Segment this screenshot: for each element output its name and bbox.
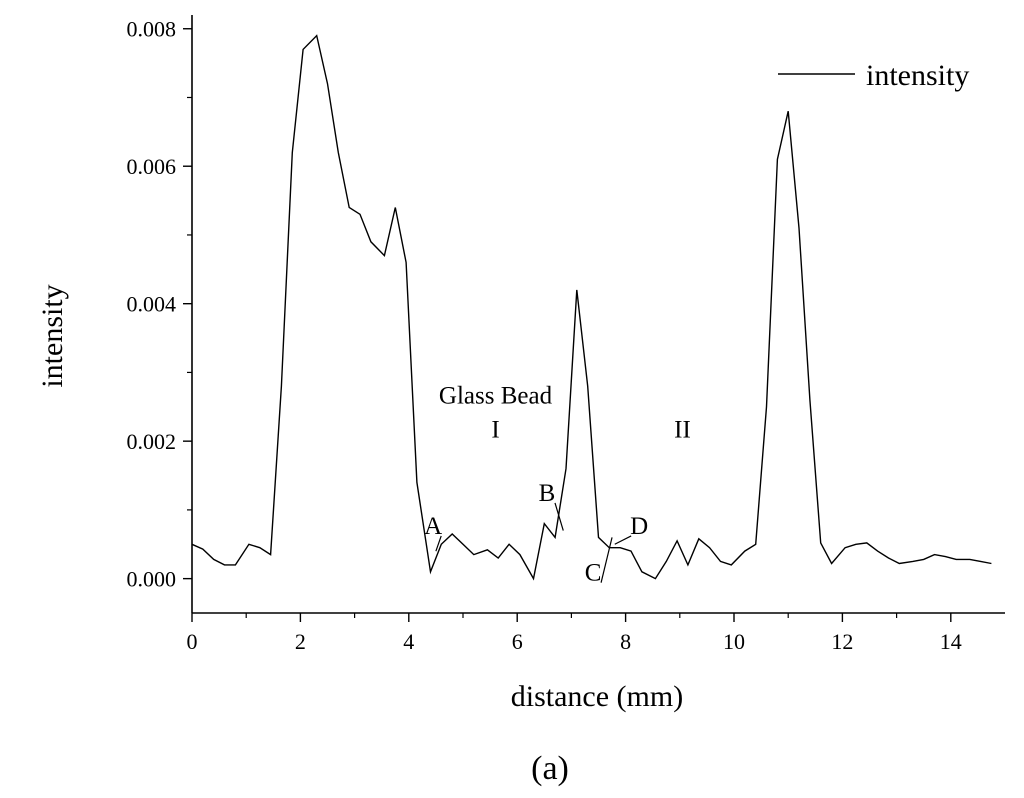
annotation-label: B — [539, 480, 556, 507]
legend: intensity — [778, 59, 969, 92]
x-tick-label: 0 — [187, 629, 198, 654]
annotation-label: D — [630, 513, 648, 540]
annotation-label: A — [424, 513, 442, 540]
x-tick-label: 14 — [940, 629, 962, 654]
y-tick-label: 0.000 — [127, 567, 177, 592]
x-tick-label: 8 — [620, 629, 631, 654]
y-tick-label: 0.002 — [127, 429, 177, 454]
x-axis-title: distance (mm) — [511, 680, 683, 713]
y-axis-title: intensity — [36, 284, 69, 387]
annotation-pointer — [435, 535, 442, 552]
x-tick-label: 2 — [295, 629, 306, 654]
annotation-pointer — [554, 502, 564, 531]
annotation-label: I — [491, 417, 499, 444]
y-tick-label: 0.004 — [127, 292, 177, 317]
ticks: 0 2 4 6 8 10 12 14 0.000 0.002 0.004 0.006 0.008 — [127, 17, 962, 654]
x-tick-label: 4 — [403, 629, 414, 654]
axes — [191, 15, 1005, 614]
x-tick-label: 6 — [512, 629, 523, 654]
annotation-label: II — [674, 417, 691, 444]
plot-area — [191, 34, 992, 581]
annotation-pointer — [600, 537, 613, 583]
figure-caption: (a) — [531, 750, 569, 787]
series-line-intensity — [191, 34, 992, 581]
y-tick-label: 0.006 — [127, 154, 177, 179]
x-tick-label: 10 — [723, 629, 745, 654]
annotation-label: C — [585, 560, 602, 587]
x-tick-label: 12 — [831, 629, 853, 654]
y-tick-label: 0.008 — [127, 17, 177, 42]
annotation-pointer — [614, 535, 632, 545]
legend-label: intensity — [866, 59, 969, 92]
annotation-label: Glass Bead — [439, 382, 553, 409]
